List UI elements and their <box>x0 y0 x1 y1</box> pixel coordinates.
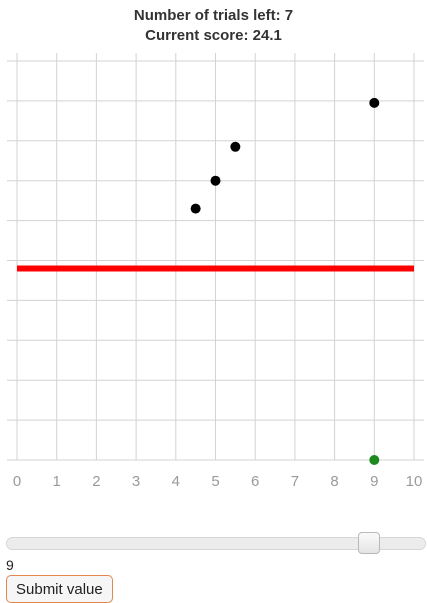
x-tick-label: 3 <box>132 473 140 490</box>
slider-thumb[interactable] <box>358 532 380 554</box>
x-tick-label: 2 <box>92 473 100 490</box>
data-point <box>210 175 221 186</box>
x-tick-label: 4 <box>172 473 180 490</box>
x-tick-label: 7 <box>291 473 299 490</box>
x-tick-label: 10 <box>406 473 423 490</box>
value-slider[interactable] <box>6 531 426 555</box>
submit-value-button[interactable]: Submit value <box>6 575 113 603</box>
data-point <box>369 455 380 465</box>
data-point <box>369 97 380 108</box>
trials-left-text: Number of trials left: 7 <box>133 7 294 24</box>
x-tick-label: 6 <box>251 473 259 490</box>
data-points <box>190 97 380 465</box>
x-tick-label: 0 <box>13 473 21 490</box>
data-point <box>230 141 241 152</box>
data-point <box>190 203 201 214</box>
slider-track[interactable] <box>6 537 426 550</box>
x-tick-label: 5 <box>211 473 219 490</box>
x-tick-label: 1 <box>53 473 61 490</box>
slider-value-label: 9 <box>6 557 14 573</box>
x-tick-label: 9 <box>370 473 378 490</box>
game-status-header: Number of trials left: 7 Current score: … <box>0 6 427 46</box>
current-score-text: Current score: 24.1 <box>145 27 282 44</box>
x-tick-label: 8 <box>330 473 338 490</box>
x-axis-ticks: 0 1 2 3 4 5 6 7 8 9 10 <box>13 473 423 490</box>
plot-grid <box>7 53 424 461</box>
scatter-plot: 0 1 2 3 4 5 6 7 8 9 10 <box>7 53 424 490</box>
